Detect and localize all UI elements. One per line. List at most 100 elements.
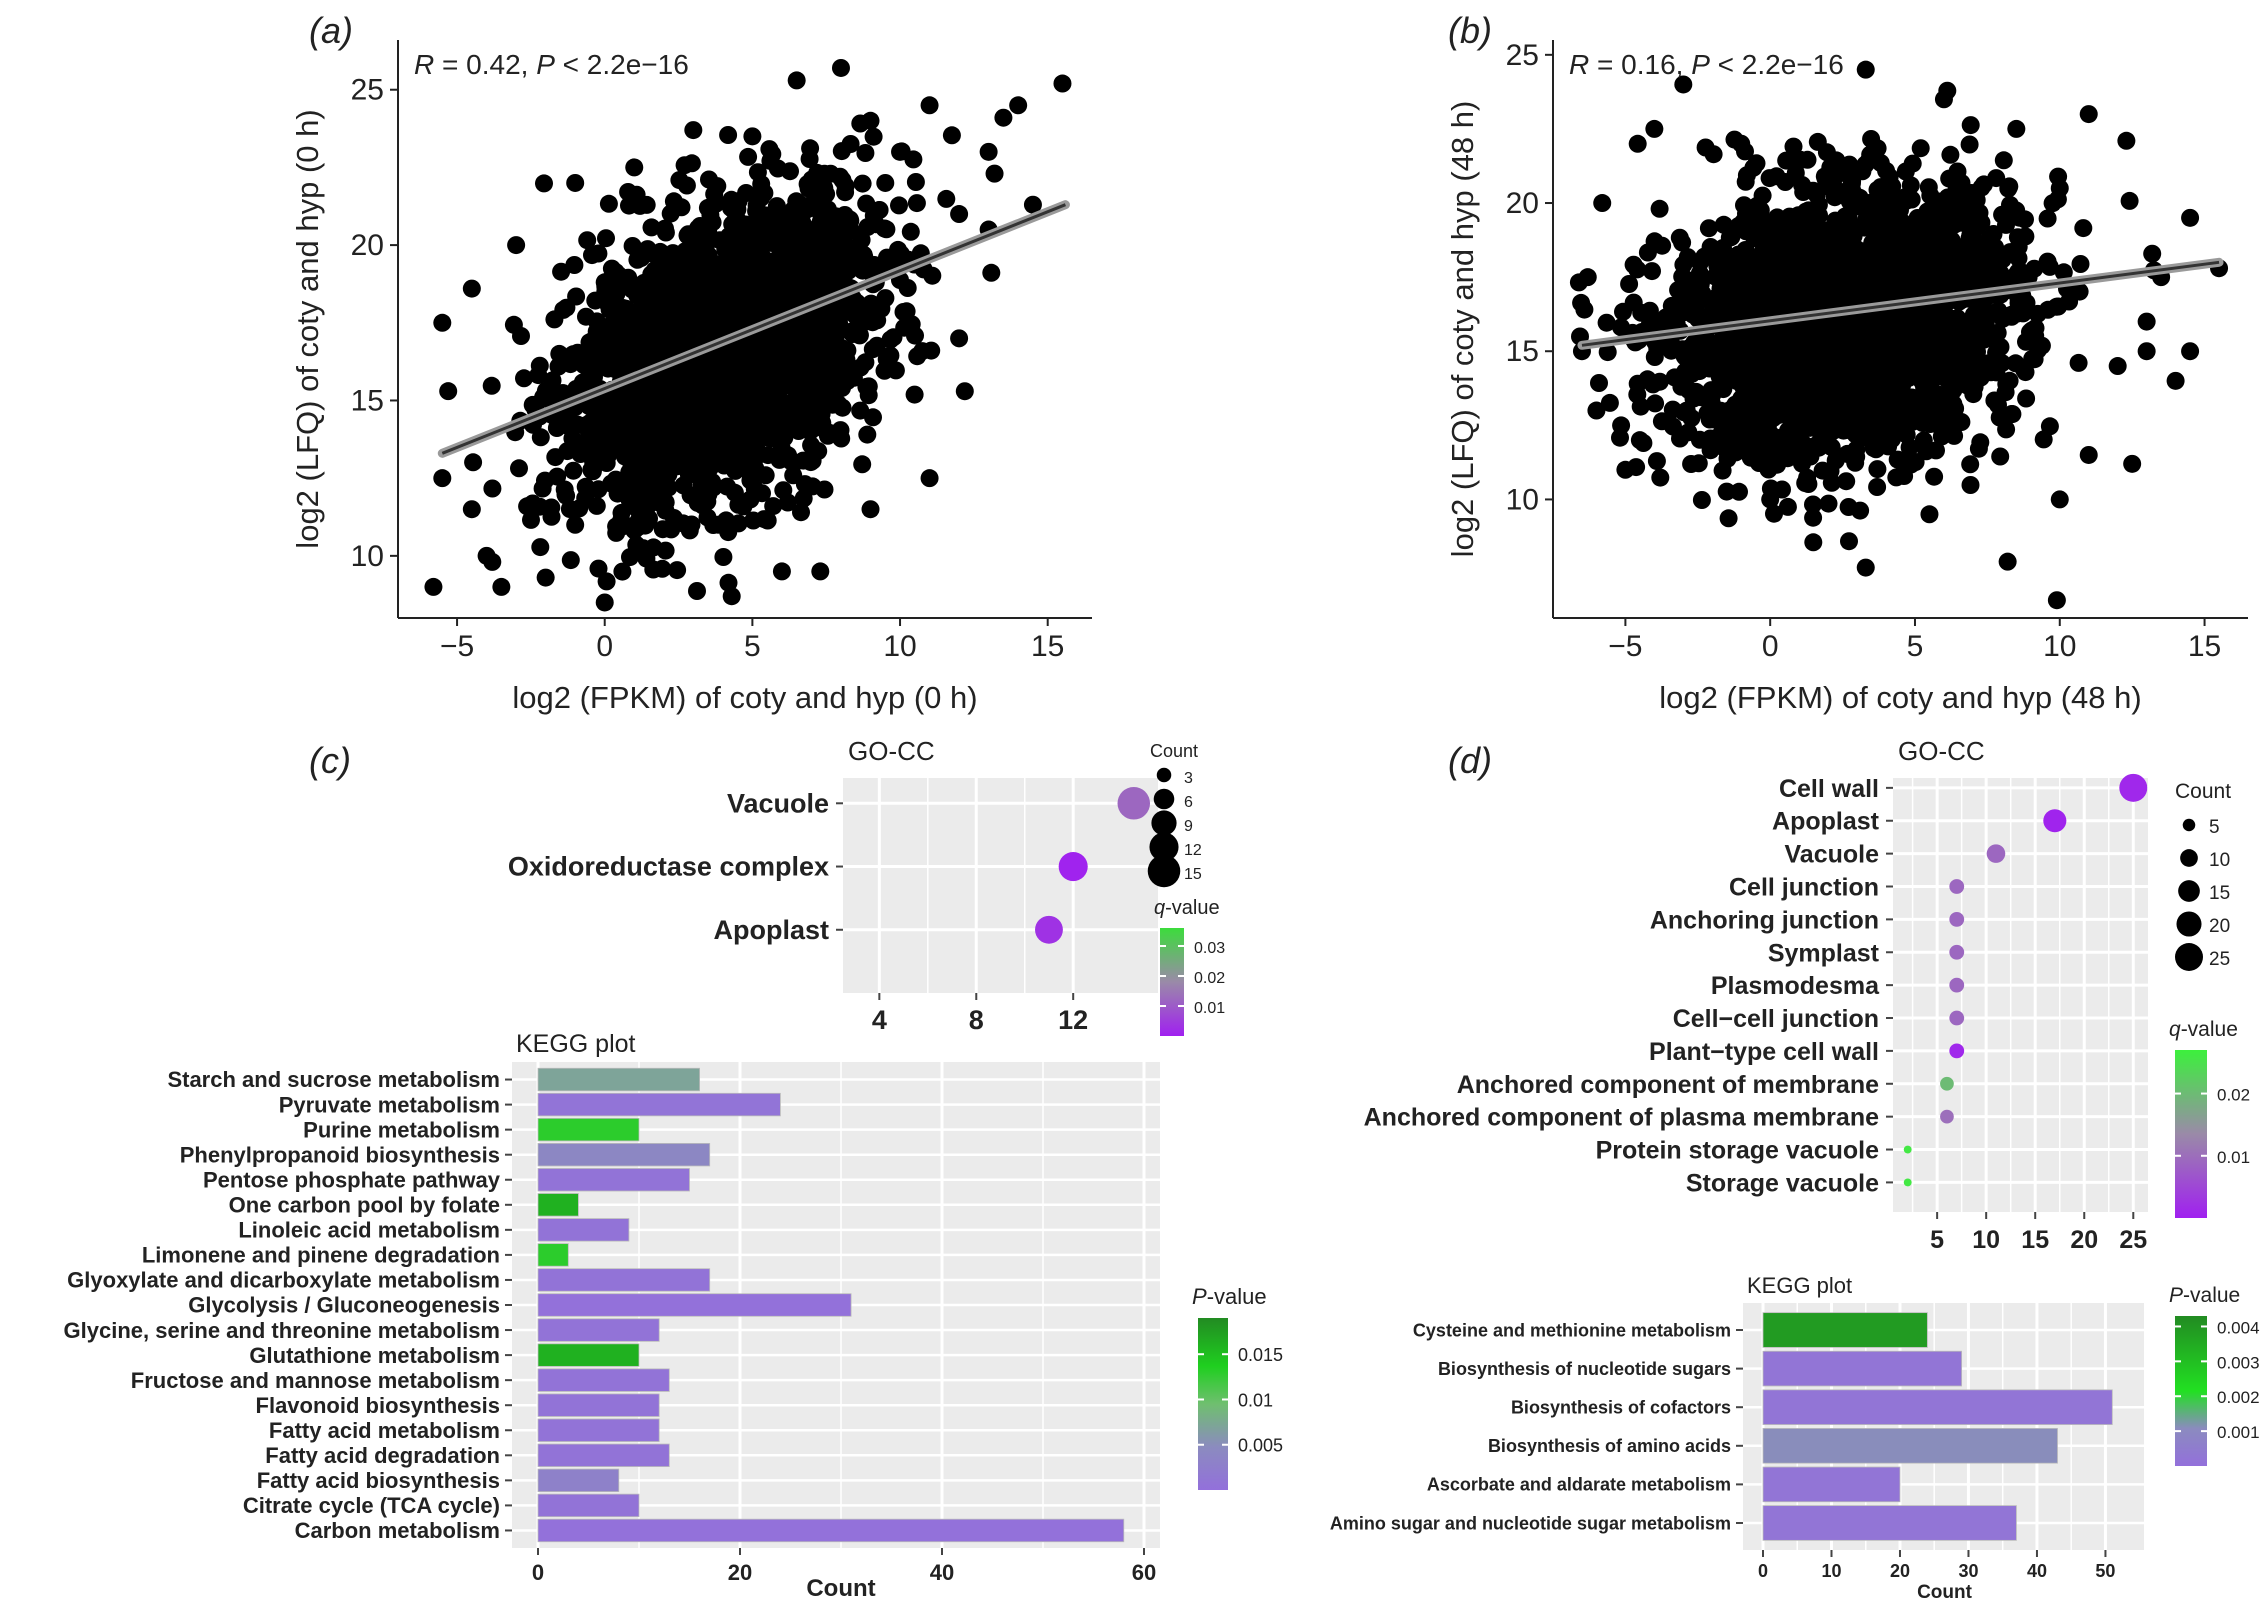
scatter-point: [606, 470, 625, 489]
size-legend-label: 6: [1184, 794, 1193, 811]
scatter-point: [832, 338, 851, 357]
scatter-point: [1736, 172, 1755, 191]
scatter-point: [920, 96, 939, 115]
scatter-point: [583, 462, 602, 481]
scatter-point: [1952, 213, 1971, 232]
scatter-point: [716, 256, 735, 275]
scatter-point: [700, 395, 719, 414]
scatter-point: [1628, 134, 1647, 153]
scatter-point: [531, 538, 550, 557]
y-tick-label: 10: [351, 540, 384, 573]
color-legend-title: q-value: [1154, 897, 1220, 919]
scatter-point: [725, 303, 744, 322]
scatter-point: [561, 551, 580, 570]
scatter-point: [907, 194, 926, 213]
y-tick-label: 20: [351, 229, 384, 262]
scatter-point: [1719, 509, 1738, 528]
scatter-point: [1737, 222, 1755, 241]
scatter-point: [1701, 238, 1720, 256]
scatter-point: [1587, 401, 1606, 420]
scatter-point: [554, 300, 573, 319]
scatter-point: [1674, 75, 1693, 94]
x-tick-label: 5: [1907, 630, 1924, 663]
scatter-point: [859, 377, 878, 396]
scatter-point: [1962, 184, 1981, 202]
scatter-point: [840, 240, 859, 259]
scatter-point: [678, 275, 697, 294]
scatter-point: [695, 424, 714, 443]
scatter-point: [1611, 428, 1629, 447]
scatter-point: [689, 233, 708, 252]
scatter-point: [577, 416, 596, 434]
size-legend-dot: [1147, 854, 1181, 888]
size-legend-label: 9: [1184, 818, 1193, 835]
scatter-point: [653, 559, 672, 578]
scatter-point: [774, 410, 793, 429]
scatter-point: [759, 358, 778, 377]
scatter-point: [764, 497, 783, 516]
scatter-points: [424, 58, 1072, 612]
go-dot: [1117, 787, 1151, 820]
scatter-point: [1824, 262, 1843, 281]
scatter-point: [836, 177, 855, 195]
panel-label-c: (c): [309, 740, 351, 781]
scatter-point: [861, 111, 880, 130]
scatter-point: [648, 258, 667, 277]
scatter-point: [806, 441, 825, 460]
scatter-point: [622, 336, 641, 355]
scatter-point: [1860, 395, 1879, 414]
size-legend-label: 12: [1184, 842, 1202, 859]
scatter-point: [628, 250, 647, 269]
y-axis-title: log2 (LFQ) of coty and hyp (48 h): [1445, 101, 1480, 558]
scatter-point: [1804, 495, 1822, 514]
scatter-point: [748, 163, 767, 182]
scatter-point: [904, 150, 923, 169]
scatter-point: [2120, 191, 2139, 210]
scatter-point: [737, 266, 756, 284]
scatter-point: [2016, 210, 2034, 229]
correlation-annotation: R = 0.42, P < 2.2e−16: [414, 49, 689, 80]
scatter-point: [2026, 319, 2045, 338]
scatter-point: [1699, 219, 1718, 238]
scatter-point: [462, 500, 481, 519]
scatter-point: [853, 174, 872, 193]
scatter-point: [1665, 368, 1684, 387]
scatter-point: [1900, 438, 1919, 457]
scatter-point: [1723, 415, 1742, 434]
scatter-point: [891, 142, 910, 161]
scatter-point: [2181, 208, 2200, 227]
scatter-point: [1776, 173, 1795, 191]
scatter-point: [1689, 309, 1707, 328]
scatter-point: [922, 341, 941, 360]
scatter-point: [1713, 377, 1732, 396]
scatter-point: [608, 389, 626, 408]
scatter-point: [1682, 455, 1701, 473]
scatter-point: [853, 455, 872, 474]
scatter-point: [1961, 476, 1980, 494]
scatter-point: [1900, 258, 1919, 277]
scatter-point: [1780, 374, 1798, 393]
scatter-point: [656, 418, 675, 437]
scatter-point: [876, 173, 895, 192]
scatter-point: [587, 322, 606, 341]
scatter-point: [870, 201, 889, 220]
scatter-point: [637, 549, 656, 568]
scatter-point: [905, 385, 924, 404]
scatter-point: [2137, 342, 2156, 361]
scatter-point: [1799, 201, 1818, 220]
scatter-point: [1950, 413, 1968, 432]
color-legend-label: 0.01: [1194, 1000, 1225, 1017]
scatter-point: [802, 311, 821, 330]
scatter-point: [1872, 410, 1891, 429]
scatter-point: [722, 587, 741, 606]
scatter-point: [2074, 219, 2093, 238]
scatter-point: [613, 299, 632, 317]
scatter-point: [812, 221, 831, 240]
scatter-point: [510, 459, 528, 478]
scatter-point: [2007, 119, 2026, 138]
scatter-point: [785, 453, 804, 472]
scatter-point: [543, 371, 562, 390]
